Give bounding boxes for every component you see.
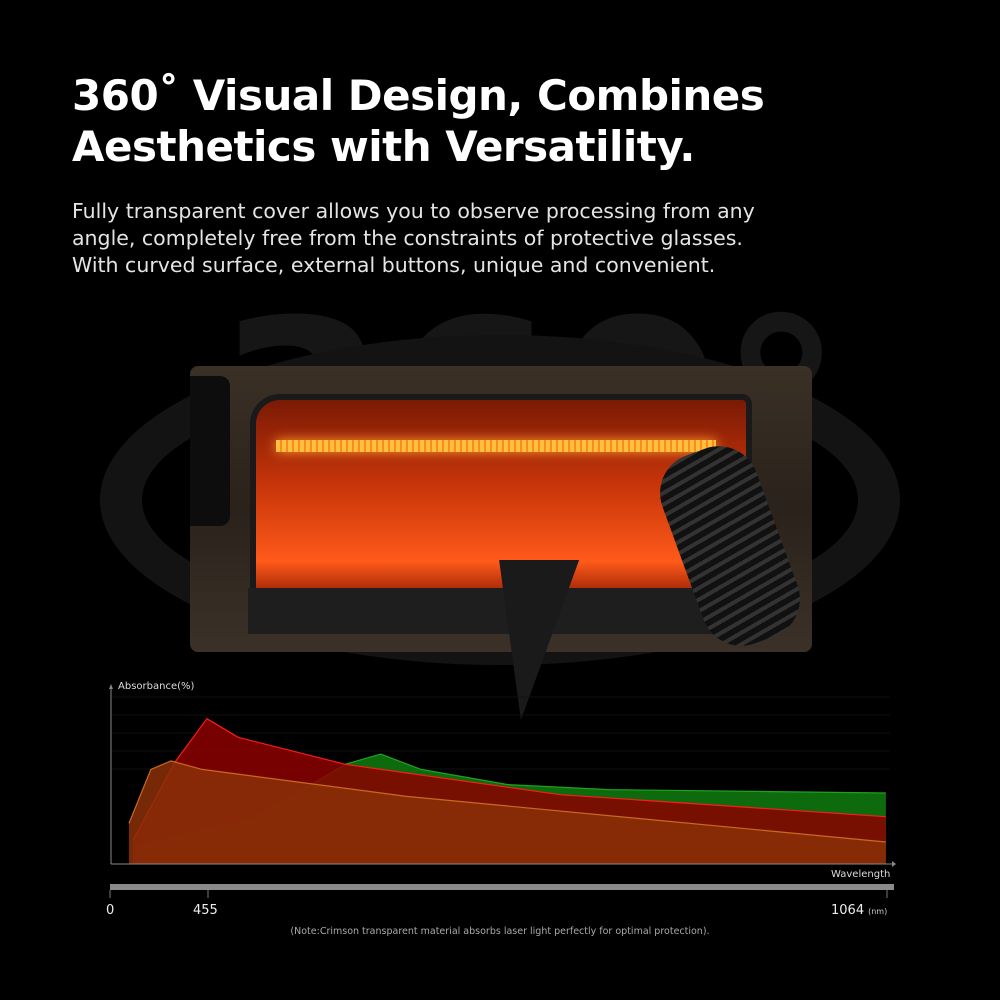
description-line-2: angle, completely free from the constrai… — [72, 226, 743, 250]
description-line-3: With curved surface, external buttons, u… — [72, 253, 716, 277]
y-axis-arrow — [109, 684, 113, 689]
wavelength-scale-bar — [110, 884, 894, 890]
led-light-bar — [276, 440, 716, 452]
x-tick-0: 0 — [106, 903, 115, 918]
headline-line-1: 360˚ Visual Design, Combines — [72, 71, 765, 120]
y-axis-label: Absorbance(%) — [118, 681, 195, 692]
description: Fully transparent cover allows you to ob… — [72, 198, 952, 279]
description-line-1: Fully transparent cover allows you to ob… — [72, 199, 755, 223]
series-area-2 — [128, 760, 886, 864]
x-tick-1064: 1064 (nm) — [831, 903, 887, 918]
series-line-2 — [128, 760, 886, 843]
machine-base — [248, 588, 744, 634]
headline-line-2: Aesthetics with Versatility. — [72, 122, 695, 171]
headline: 360˚ Visual Design, Combines Aesthetics … — [72, 70, 765, 172]
x-tick-455: 455 — [193, 903, 218, 918]
camera-object — [190, 376, 230, 526]
x-axis-arrow — [892, 861, 896, 867]
product-photo-laser-engraver — [190, 366, 812, 652]
x-axis-label: Wavelength — [831, 869, 891, 880]
chart-note: (Note:Crimson transparent material absor… — [290, 926, 710, 937]
x-unit: (nm) — [868, 907, 888, 916]
x-tick-1064-label: 1064 — [831, 903, 865, 918]
